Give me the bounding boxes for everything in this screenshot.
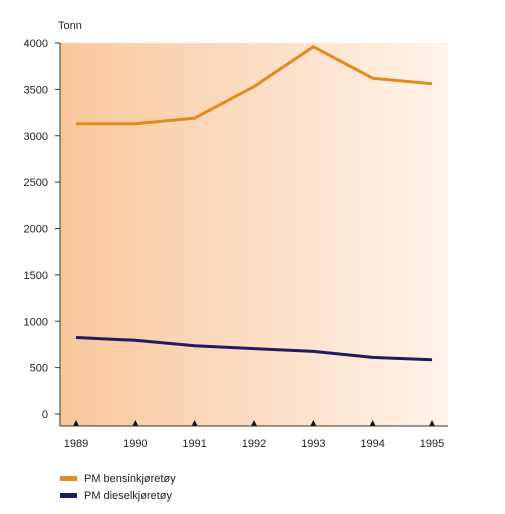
legend: PM bensinkjøretøy PM dieselkjøretøy: [60, 473, 176, 502]
legend-label-1: PM bensinkjøretøy: [84, 473, 176, 485]
y-tick-label: 1500: [24, 270, 48, 282]
y-tick-label: 2500: [24, 177, 48, 189]
x-tick-label: 1994: [360, 438, 384, 450]
y-axis: 0 500 1000 1500 2000 2500 3000 3500 4000: [24, 38, 60, 421]
x-tick-marker: [251, 420, 257, 426]
y-tick-label: 3500: [24, 84, 48, 96]
y-axis-label: Tonn: [58, 20, 82, 32]
x-tick-marker: [132, 420, 139, 426]
x-tick-marker: [310, 420, 317, 426]
y-tick-label: 4000: [24, 38, 48, 50]
series-line-2: [75, 336, 433, 362]
x-tick-label: 1993: [301, 438, 325, 450]
legend-label-2: PM dieselkjøretøy: [84, 490, 173, 502]
series-line-1: [76, 45, 433, 126]
x-tick-label: 1995: [420, 438, 444, 450]
y-tick-label: 1000: [24, 316, 48, 328]
x-tick-label: 1989: [64, 438, 88, 450]
x-tick-marker: [429, 420, 435, 426]
legend-swatch-2: [60, 493, 77, 498]
legend-swatch-1: [60, 476, 77, 481]
series-layer: [75, 45, 433, 362]
y-tick-label: 2000: [24, 224, 48, 236]
x-tick-label: 1990: [123, 438, 147, 450]
x-axis: 1989 1990 1991 1992 1993 1994 1995: [64, 420, 444, 450]
y-tick-label: 3000: [24, 131, 48, 143]
y-tick-label: 0: [42, 409, 48, 421]
y-tick-label: 500: [30, 363, 48, 375]
plot-background: [60, 43, 448, 426]
x-tick-marker: [191, 420, 198, 426]
x-tick-marker: [73, 420, 79, 426]
x-tick-label: 1991: [182, 438, 206, 450]
x-tick-marker: [369, 420, 376, 426]
x-tick-label: 1992: [242, 438, 266, 450]
